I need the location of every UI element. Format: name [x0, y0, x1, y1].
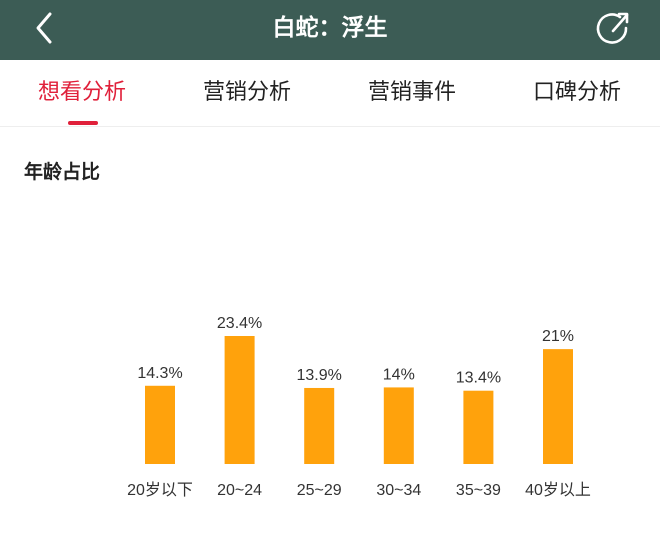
category-label-5: 40岁以上: [525, 481, 591, 499]
bar-4: [463, 390, 494, 464]
bar-value-label-3: 14%: [383, 366, 415, 383]
active-tab-indicator: [68, 121, 98, 125]
category-label-1: 20~24: [217, 482, 262, 499]
bar-2: [304, 387, 335, 464]
tab-marketing-events[interactable]: 营销事件: [367, 80, 456, 105]
bar-value-label-2: 13.9%: [297, 367, 342, 384]
chevron-left-icon: [36, 12, 52, 44]
app-header: 白蛇：浮生: [0, 0, 660, 60]
share-icon: [596, 12, 629, 44]
tab-bar: 想看分析 营销分析 营销事件 口碑分析: [0, 60, 660, 127]
bar-3: [383, 387, 414, 464]
bar-value-label-0: 14.3%: [137, 365, 182, 382]
bar-5: [543, 349, 573, 464]
page-title: 白蛇：浮生: [272, 15, 388, 41]
bar-value-label-1: 23.4%: [217, 315, 262, 332]
tab-want-analysis[interactable]: 想看分析: [37, 80, 126, 105]
category-label-2: 25~29: [297, 482, 342, 499]
section-title: 年龄占比: [24, 161, 101, 183]
category-label-3: 30~34: [376, 482, 421, 499]
category-label-0: 20岁以下: [127, 481, 193, 499]
back-button[interactable]: [26, 8, 66, 48]
bar-0: [145, 385, 175, 464]
tab-marketing-analysis[interactable]: 营销分析: [202, 80, 291, 105]
tab-reviews-analysis[interactable]: 口碑分析: [532, 80, 621, 105]
category-label-4: 35~39: [456, 482, 501, 499]
bar-value-label-5: 21%: [542, 328, 574, 345]
bar-value-label-4: 13.4%: [456, 370, 501, 387]
bar-1: [224, 336, 255, 464]
share-button[interactable]: [590, 8, 634, 48]
